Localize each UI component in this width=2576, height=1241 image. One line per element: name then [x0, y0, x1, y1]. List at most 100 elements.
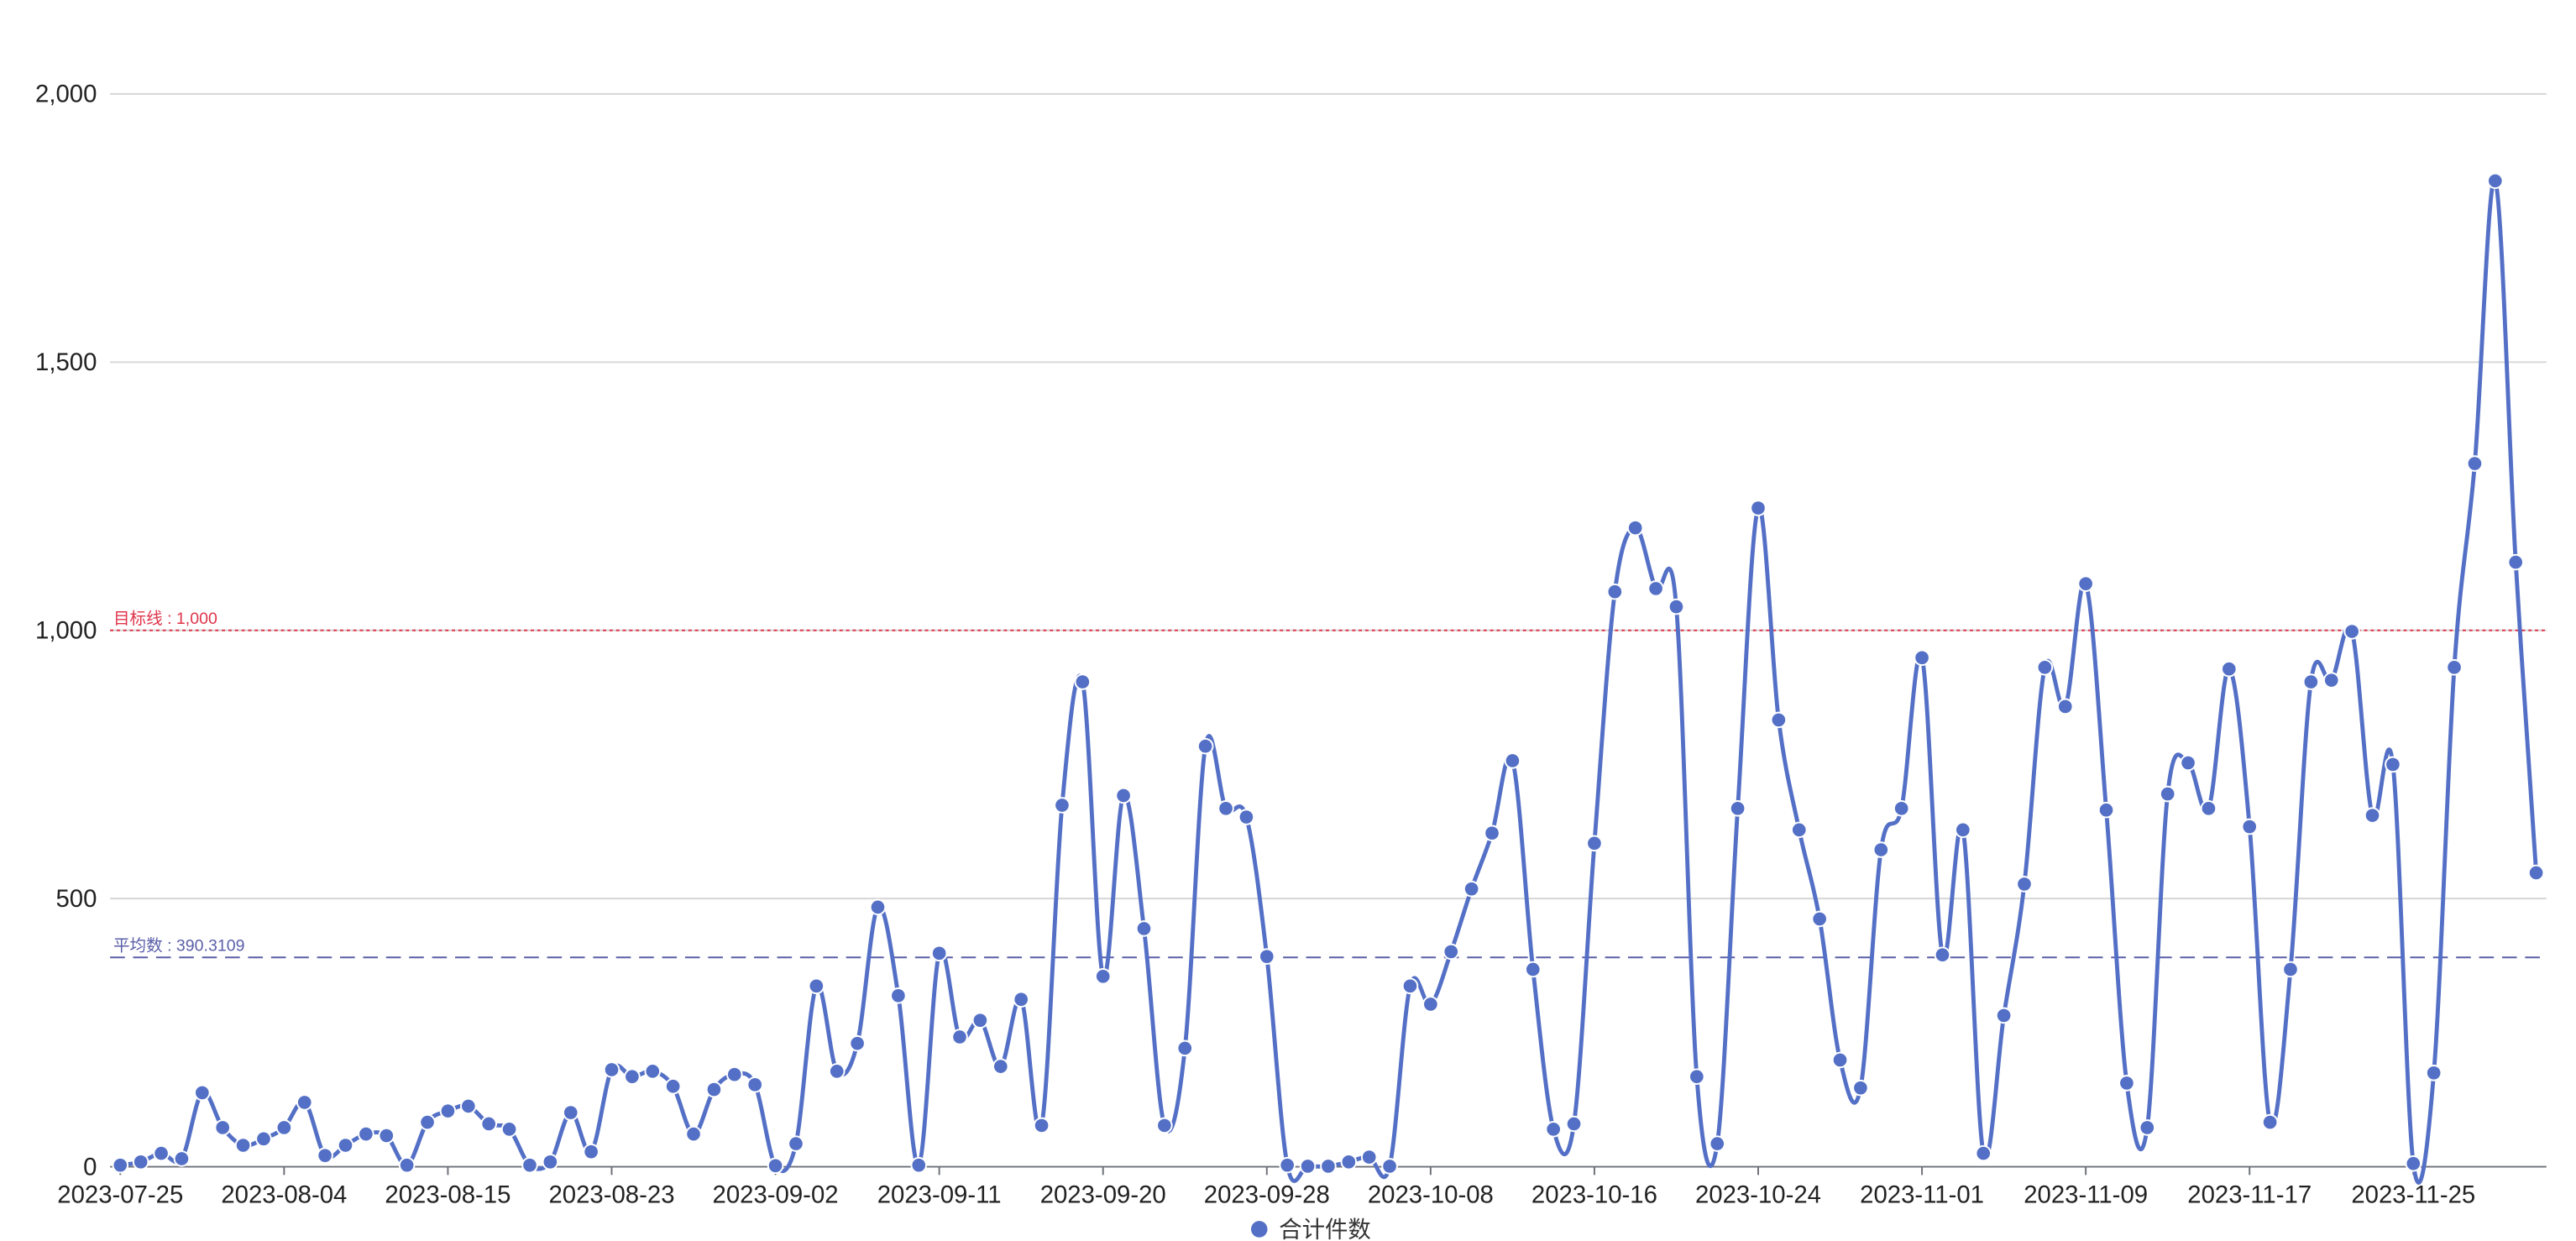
data-point	[603, 1061, 620, 1078]
data-point	[1238, 809, 1255, 825]
data-point	[1606, 583, 1624, 600]
data-point	[1893, 800, 1910, 817]
data-point	[767, 1157, 784, 1175]
data-point	[521, 1156, 538, 1174]
data-point	[1790, 821, 1808, 839]
data-point	[1320, 1158, 1337, 1175]
mark-line-label: 平均数 : 390.3109	[113, 936, 244, 955]
data-point	[2118, 1075, 2135, 1092]
data-point	[910, 1156, 928, 1174]
data-point	[255, 1130, 272, 1148]
x-tick-label: 2023-07-25	[57, 1181, 183, 1209]
data-point	[2097, 801, 2115, 819]
data-point	[296, 1094, 313, 1111]
y-tick-label: 500	[56, 885, 97, 913]
data-point	[2036, 659, 2054, 676]
data-point	[2016, 876, 2033, 893]
data-point	[1279, 1156, 1296, 1174]
data-point	[2241, 818, 2258, 835]
data-point	[624, 1068, 641, 1086]
data-point	[1709, 1135, 1726, 1152]
x-tick-label: 2023-11-25	[2351, 1181, 2475, 1209]
x-tick-label: 2023-10-08	[1368, 1181, 1494, 1209]
data-point	[1872, 841, 1890, 858]
data-point	[788, 1135, 804, 1152]
data-point	[2364, 807, 2381, 824]
data-point	[234, 1137, 252, 1154]
data-point	[1217, 800, 1234, 817]
data-point	[2221, 660, 2238, 678]
data-point	[2282, 961, 2299, 978]
data-point	[153, 1144, 170, 1162]
legend-marker	[1250, 1221, 1268, 1238]
data-point	[1626, 519, 1644, 537]
data-point	[849, 1034, 866, 1052]
data-point	[275, 1119, 293, 1136]
y-tick-label: 1,500	[35, 348, 97, 376]
y-tick-label: 1,000	[35, 617, 97, 645]
data-point	[2200, 800, 2217, 817]
x-tick-label: 2023-11-09	[2024, 1181, 2148, 1209]
data-point	[1013, 991, 1029, 1008]
data-point	[1360, 1149, 1378, 1165]
y-tick-label: 2,000	[35, 81, 97, 108]
x-tick-label: 2023-11-17	[2187, 1181, 2312, 1209]
data-point	[1668, 598, 1685, 615]
data-point	[1442, 943, 1460, 961]
data-point	[1422, 996, 1439, 1013]
data-point	[2139, 1119, 2156, 1136]
data-point	[685, 1125, 702, 1143]
data-point	[1995, 1007, 2013, 1024]
x-tick-label: 2023-11-01	[1860, 1181, 1984, 1209]
data-point	[890, 987, 907, 1004]
data-point	[1135, 920, 1153, 937]
data-point	[1565, 1115, 1583, 1133]
data-point	[746, 1076, 763, 1093]
data-point	[2487, 172, 2504, 190]
data-point	[317, 1147, 333, 1164]
data-point	[194, 1084, 211, 1102]
data-point	[2180, 754, 2196, 772]
x-tick-label: 2023-09-02	[713, 1181, 839, 1209]
x-tick-label: 2023-08-04	[221, 1181, 347, 1209]
data-point	[705, 1081, 723, 1098]
data-point	[2507, 553, 2524, 571]
x-tick-label: 2023-09-20	[1040, 1181, 1166, 1209]
data-point	[1259, 948, 1275, 965]
data-point	[869, 898, 887, 916]
data-point	[562, 1104, 579, 1121]
data-point	[1054, 797, 1071, 814]
data-point	[1156, 1117, 1173, 1134]
data-point	[1340, 1154, 1358, 1170]
y-tick-label: 0	[83, 1153, 97, 1181]
data-point	[1504, 752, 1521, 769]
data-point	[1831, 1051, 1849, 1069]
data-point	[1463, 880, 1480, 898]
data-point	[583, 1143, 599, 1160]
data-point	[2343, 623, 2360, 640]
data-point	[337, 1137, 354, 1154]
data-point	[1586, 835, 1603, 852]
data-point	[1196, 737, 1214, 755]
data-point	[1176, 1039, 1194, 1057]
x-tick-label: 2023-09-11	[877, 1181, 1002, 1209]
data-point	[1975, 1144, 1992, 1162]
data-point	[460, 1097, 477, 1115]
x-tick-label: 2023-10-24	[1695, 1181, 1821, 1209]
data-point	[2527, 864, 2545, 882]
data-point	[2159, 785, 2176, 803]
data-point	[1647, 580, 1664, 597]
data-point	[2077, 575, 2094, 592]
data-point	[480, 1115, 497, 1133]
data-point	[1729, 800, 1746, 817]
data-point	[2405, 1155, 2422, 1172]
data-point	[992, 1058, 1009, 1075]
data-point	[173, 1150, 191, 1167]
data-point	[2302, 673, 2320, 690]
data-point	[1811, 910, 1828, 928]
data-point	[358, 1125, 374, 1143]
data-point	[2385, 756, 2401, 773]
data-point	[828, 1063, 846, 1080]
